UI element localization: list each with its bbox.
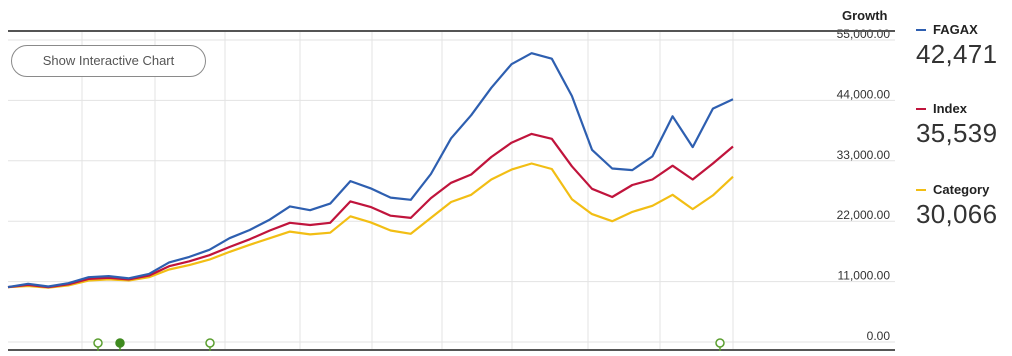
- legend-item-fagax: FAGAX 42,471: [916, 22, 1012, 70]
- y-tick-label: 33,000.00: [837, 148, 891, 162]
- chart-series: [7, 52, 734, 289]
- y-tick-label: 44,000.00: [837, 87, 891, 101]
- chart-markers: [93, 338, 725, 351]
- marker-head: [205, 338, 215, 348]
- event-marker: [93, 338, 103, 351]
- legend-item-index: Index 35,539: [916, 101, 1012, 149]
- y-tick-label: 11,000.00: [838, 269, 891, 283]
- legend-swatch-category: [916, 188, 926, 191]
- event-marker-filled: [115, 338, 125, 351]
- marker-head: [93, 338, 103, 348]
- series-line-category: [7, 162, 734, 289]
- chart-axis: 55,000.00 44,000.00 33,000.00 22,000.00 11,0…: [8, 27, 895, 351]
- y-tick-label: 0.00: [867, 329, 891, 343]
- legend-swatch-index: [916, 107, 926, 110]
- chart-grid: [8, 31, 895, 350]
- event-marker: [715, 338, 725, 351]
- legend-value-fagax: 42,471: [916, 39, 998, 69]
- y-tick-label: 22,000.00: [837, 208, 891, 222]
- y-axis-title: Growth: [842, 8, 888, 23]
- series-line-index: [7, 132, 734, 289]
- legend-value-index: 35,539: [916, 118, 998, 148]
- show-interactive-chart-button[interactable]: Show Interactive Chart: [11, 45, 206, 77]
- event-marker: [205, 338, 215, 351]
- legend-value-category: 30,066: [916, 199, 998, 229]
- legend-label-index: Index: [933, 101, 967, 116]
- legend-label-fagax: FAGAX: [933, 22, 978, 37]
- marker-head: [715, 338, 725, 348]
- series-line-fagax: [7, 52, 734, 289]
- legend-swatch-fagax: [916, 28, 926, 31]
- marker-head: [115, 338, 125, 348]
- legend-item-category: Category 30,066: [916, 182, 1012, 230]
- y-tick-label: 55,000.00: [837, 27, 891, 41]
- legend-label-category: Category: [933, 182, 990, 197]
